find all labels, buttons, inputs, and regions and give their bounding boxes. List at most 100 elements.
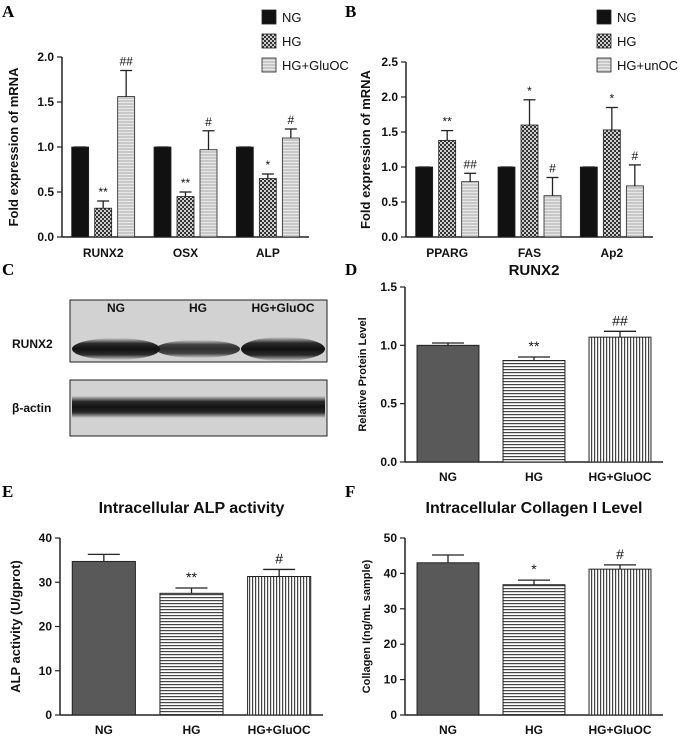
e-ytick-label: 10 <box>39 664 53 678</box>
b-significance: # <box>631 149 638 163</box>
a-legend-label: NG <box>282 10 302 25</box>
d-ylabel: Relative Protein Level <box>357 317 369 431</box>
b-ylabel: Fold expression of mRNA <box>358 69 373 229</box>
a-significance: # <box>205 115 212 129</box>
f-ylabel: Collagen I(ng/mL sample) <box>361 559 373 693</box>
western-blot: NG HG HG+GluOC RUNX2 β-actin <box>12 299 328 437</box>
b-ytick-label: 1.5 <box>381 125 398 139</box>
b-bar <box>543 195 562 238</box>
a-legend-swatch <box>261 33 277 49</box>
d-category-label: NG <box>439 470 457 484</box>
f-ytick-label: 50 <box>384 531 398 545</box>
b-legend-swatch <box>596 33 612 49</box>
f-significance: # <box>616 546 624 562</box>
e-significance: ** <box>186 569 197 585</box>
b-bar <box>602 129 621 238</box>
a-bar <box>235 146 254 238</box>
e-bar <box>159 592 224 716</box>
d-bar <box>588 336 652 463</box>
f-ytick-label: 10 <box>384 673 398 687</box>
b-bar <box>438 139 457 238</box>
a-legend-swatch <box>261 57 277 73</box>
a-bar <box>199 149 218 238</box>
e-ytick-label: 30 <box>39 575 53 589</box>
panel-label-a: A <box>2 2 15 21</box>
f-ytick-label: 30 <box>384 602 398 616</box>
a-category-label: ALP <box>256 246 280 260</box>
d-ytick-label: 0.5 <box>380 397 397 411</box>
b-significance: * <box>527 84 532 98</box>
a-significance: # <box>287 113 294 127</box>
panel-label-c: C <box>2 260 14 279</box>
e-significance: # <box>275 550 283 566</box>
a-legend-swatch <box>261 9 277 25</box>
e-bar <box>71 560 136 716</box>
f-category-label: HG <box>525 723 543 737</box>
d-bar <box>416 344 480 463</box>
e-ytick-label: 40 <box>39 531 53 545</box>
chart-e-alp-activity: 0 10 20 30 40 ALP activity (U/gprot) NG ** HG # HG… <box>8 500 323 737</box>
a-significance: ** <box>181 176 191 190</box>
b-bar <box>415 166 434 238</box>
a-bar <box>94 207 113 238</box>
blot-lane-hggluoc: HG+GluOC <box>251 301 314 315</box>
a-category-label: RUNX2 <box>83 246 124 260</box>
f-category-label: NG <box>439 723 457 737</box>
chart-d-runx2-protein: 0.0 0.5 1.0 1.5 Relative Protein Level NG ** HG… <box>357 262 663 484</box>
blot-lane-hg: HG <box>189 301 207 315</box>
panel-label-e: E <box>2 482 13 501</box>
a-ytick-label: 2.0 <box>37 50 54 64</box>
panel-label-d: D <box>345 260 357 279</box>
e-ylabel: ALP activity (U/gprot) <box>8 560 23 693</box>
b-bar <box>625 185 644 238</box>
a-bar <box>176 196 195 238</box>
a-bar <box>258 178 277 238</box>
d-ytick-label: 1.0 <box>380 338 397 352</box>
a-bar <box>281 137 300 238</box>
e-ytick-label: 0 <box>45 708 52 722</box>
d-category-label: HG <box>525 470 543 484</box>
a-significance: ** <box>98 185 108 199</box>
chart-f-collagen: 0 10 20 30 40 50 Collagen I(ng/mL sample) NG * HG… <box>361 500 663 737</box>
e-category-label: HG+GluOC <box>248 723 311 737</box>
b-bar <box>520 124 539 238</box>
e-category-label: HG <box>183 723 201 737</box>
d-category-label: HG+GluOC <box>588 470 651 484</box>
b-legend-label: HG+unOC <box>617 58 678 73</box>
chart-b-pparg-fas-ap2: 0.0 0.5 1.0 1.5 2.0 2.5 Fold expression of mRN… <box>358 9 678 260</box>
a-bar <box>71 146 90 238</box>
d-ytick-label: 1.5 <box>380 280 397 294</box>
band-runx2-hggluoc <box>241 337 325 361</box>
b-bar <box>497 166 516 238</box>
f-bar <box>588 568 652 716</box>
b-ytick-label: 2.0 <box>381 90 398 104</box>
d-significance: ** <box>529 338 540 354</box>
f-ytick-label: 40 <box>384 566 398 580</box>
a-ylabel: Fold expression of mRNA <box>6 67 21 227</box>
b-bar <box>579 166 598 238</box>
band-actin-all <box>72 396 325 418</box>
d-title: RUNX2 <box>509 262 560 279</box>
a-bar <box>153 146 172 238</box>
f-bar <box>416 562 480 716</box>
b-category-label: PPARG <box>426 246 468 260</box>
b-ytick-label: 0.5 <box>381 195 398 209</box>
blot-row-runx2: RUNX2 <box>12 337 53 351</box>
f-category-label: HG+GluOC <box>588 723 651 737</box>
f-ytick-label: 20 <box>384 637 398 651</box>
b-significance: # <box>549 162 556 176</box>
b-ytick-label: 2.5 <box>381 55 398 69</box>
e-ytick-label: 20 <box>39 620 53 634</box>
e-bar <box>247 575 312 716</box>
b-bar <box>461 181 480 238</box>
d-significance: ## <box>612 312 628 328</box>
a-significance: * <box>265 158 270 172</box>
blot-row-actin: β-actin <box>12 401 51 415</box>
b-legend-label: NG <box>617 10 637 25</box>
d-bar <box>502 360 566 463</box>
f-bar <box>502 584 566 716</box>
a-ytick-label: 0.0 <box>37 230 54 244</box>
panel-label-b: B <box>345 2 356 21</box>
